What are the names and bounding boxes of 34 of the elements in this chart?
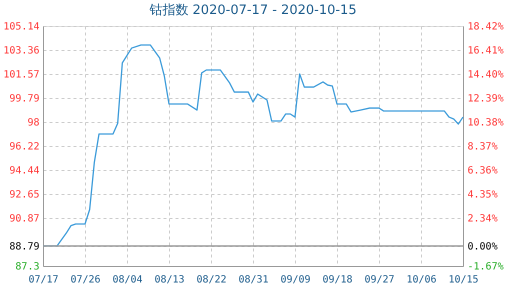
y-tick-label: 103.36 xyxy=(3,45,40,56)
chart-title: 钴指数 2020-07-17 - 2020-10-15 xyxy=(148,3,357,18)
x-tick-label: 10/15 xyxy=(448,274,479,286)
x-tick-label: 09/09 xyxy=(280,274,311,286)
y2-tick-label: 0.00% xyxy=(468,242,498,253)
y2-tick-label: 2.34% xyxy=(468,214,498,225)
y2-tick-label: 6.36% xyxy=(468,166,498,177)
x-tick-label: 10/06 xyxy=(406,274,437,286)
y2-tick-label: 8.37% xyxy=(468,142,498,153)
y-tick-label: 101.57 xyxy=(3,70,40,81)
y-tick-label: 105.14 xyxy=(3,22,40,32)
y2-tick-label: 4.35% xyxy=(468,190,498,201)
x-tick-label: 09/27 xyxy=(364,274,395,286)
y2-tick-label: 18.42% xyxy=(468,22,504,32)
x-tick-label: 08/22 xyxy=(196,274,227,286)
y2-tick-label: 12.39% xyxy=(468,94,504,105)
y-tick-label: 88.79 xyxy=(9,241,40,252)
x-tick-label: 08/13 xyxy=(154,274,185,286)
y-tick-label: 94.44 xyxy=(9,165,40,176)
x-tick-label: 08/31 xyxy=(238,274,269,286)
x-tick-label: 08/04 xyxy=(112,274,143,286)
x-tick-label: 07/17 xyxy=(28,274,59,286)
y-tick-label: 96.22 xyxy=(9,142,40,152)
y-tick-label: 98 xyxy=(27,118,40,129)
y-tick-label: 90.87 xyxy=(9,213,40,224)
y2-tick-label: 16.41% xyxy=(468,46,504,57)
y2-tick-label: -1.67% xyxy=(468,262,504,272)
y-tick-label: 87.3 xyxy=(15,262,40,272)
y-tick-label: 99.79 xyxy=(9,93,40,104)
x-tick-label: 07/26 xyxy=(70,274,101,286)
x-tick-label: 09/18 xyxy=(322,274,353,286)
y-tick-label: 92.65 xyxy=(9,190,40,201)
y2-tick-label: 10.38% xyxy=(468,118,504,129)
y2-tick-label: 14.40% xyxy=(468,70,504,81)
